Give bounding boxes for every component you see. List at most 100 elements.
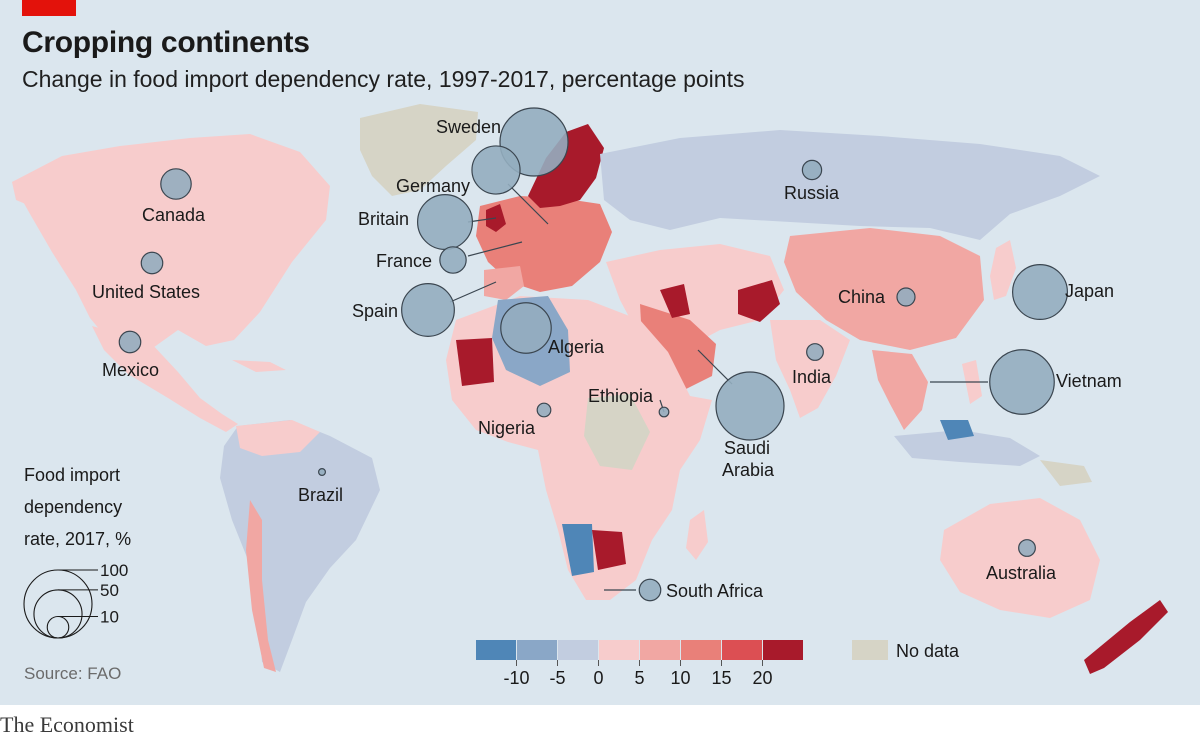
world-map: Canada United States Mexico Brazil Swede… bbox=[12, 104, 1168, 688]
bubble-vietnam bbox=[989, 349, 1055, 415]
china bbox=[784, 228, 984, 350]
color-legend-swatch-4 bbox=[640, 640, 680, 660]
label-canada: Canada bbox=[142, 205, 206, 225]
bubble-algeria bbox=[500, 302, 552, 354]
caribbean bbox=[232, 360, 286, 372]
country-labels: Canada United States Mexico Brazil Swede… bbox=[92, 117, 1122, 601]
label-saudi-arabia: Saudi Arabia bbox=[722, 438, 775, 480]
indonesia bbox=[894, 430, 1040, 466]
iraq bbox=[660, 284, 690, 318]
bubble-russia bbox=[801, 159, 823, 181]
color-legend-swatch-7 bbox=[763, 640, 803, 660]
size-legend-circle-10 bbox=[46, 615, 70, 639]
label-china: China bbox=[838, 287, 886, 307]
south-america bbox=[220, 420, 380, 672]
bubble-canada bbox=[160, 168, 192, 200]
afghanistan bbox=[738, 280, 780, 322]
bubble-spain bbox=[401, 283, 455, 337]
botswana bbox=[592, 530, 626, 570]
bubble-mexico bbox=[118, 330, 142, 354]
northern-south-america bbox=[236, 420, 320, 456]
label-japan: Japan bbox=[1065, 281, 1114, 301]
color-legend: -10 -5 0 5 10 15 20 No data bbox=[476, 640, 960, 688]
size-legend-circle-50 bbox=[33, 589, 83, 639]
label-sweden: Sweden bbox=[436, 117, 501, 137]
size-legend-title: Food import dependency rate, 2017, % bbox=[24, 465, 131, 549]
color-legend-swatch-6 bbox=[722, 640, 762, 660]
bubble-australia bbox=[1018, 539, 1036, 557]
color-legend-swatch-0 bbox=[476, 640, 516, 660]
label-brazil: Brazil bbox=[298, 485, 343, 505]
namibia bbox=[562, 524, 594, 576]
color-legend-swatch-3 bbox=[599, 640, 639, 660]
color-legend-tick-20: 20 bbox=[752, 668, 772, 688]
label-france: France bbox=[376, 251, 432, 271]
source-note: Source: FAO bbox=[24, 664, 122, 683]
greenland bbox=[360, 104, 478, 196]
size-legend: Food import dependency rate, 2017, % 100… bbox=[23, 465, 131, 639]
color-legend-tick-15: 15 bbox=[711, 668, 731, 688]
bubble-nigeria bbox=[536, 402, 552, 418]
bubble-brazil bbox=[318, 468, 327, 477]
no-data-swatch bbox=[852, 640, 888, 660]
australia bbox=[940, 498, 1100, 618]
color-legend-tick-5: 5 bbox=[634, 668, 644, 688]
bubble-saudi-arabia bbox=[715, 371, 785, 441]
label-spain: Spain bbox=[352, 301, 398, 321]
bubble-south-africa bbox=[638, 578, 662, 602]
label-britain: Britain bbox=[358, 209, 409, 229]
iberia bbox=[484, 266, 524, 300]
bubble-india bbox=[806, 343, 824, 361]
central-africa bbox=[584, 394, 650, 470]
mauritania bbox=[456, 338, 494, 386]
page-subtitle: Change in food import dependency rate, 1… bbox=[22, 66, 745, 92]
label-south-africa: South Africa bbox=[666, 581, 764, 601]
alaska bbox=[12, 160, 70, 210]
color-legend-tick--10: -10 bbox=[503, 668, 529, 688]
leader-line-france bbox=[467, 241, 523, 257]
color-legend-swatch-1 bbox=[517, 640, 557, 660]
page-title: Cropping continents bbox=[22, 26, 310, 59]
label-ethiopia: Ethiopia bbox=[588, 386, 654, 406]
malaysia-borneo bbox=[940, 420, 974, 440]
bubble-ethiopia bbox=[658, 406, 670, 418]
bubble-china bbox=[896, 287, 916, 307]
size-legend-label-10: 10 bbox=[100, 608, 119, 627]
bubble-layer bbox=[118, 107, 1069, 602]
chile bbox=[246, 500, 276, 672]
landmasses bbox=[12, 104, 1168, 674]
north-america bbox=[12, 134, 330, 350]
label-germany: Germany bbox=[396, 176, 470, 196]
map-canvas: Canada United States Mexico Brazil Swede… bbox=[0, 0, 1200, 705]
india bbox=[770, 320, 850, 418]
brand-red-bar bbox=[22, 0, 76, 16]
size-legend-label-50: 50 bbox=[100, 581, 119, 600]
madagascar bbox=[686, 510, 708, 560]
color-legend-tick-0: 0 bbox=[593, 668, 603, 688]
leader-line-spain bbox=[449, 281, 497, 303]
japan bbox=[990, 240, 1016, 300]
label-vietnam: Vietnam bbox=[1056, 371, 1122, 391]
new-zealand bbox=[1084, 600, 1168, 674]
size-legend-circle-100 bbox=[23, 569, 93, 639]
brand-wordmark: The Economist bbox=[0, 712, 134, 737]
color-legend-tick--5: -5 bbox=[549, 668, 565, 688]
bubble-united-states bbox=[140, 251, 164, 275]
bubble-japan bbox=[1011, 263, 1069, 321]
label-india: India bbox=[792, 367, 832, 387]
label-mexico: Mexico bbox=[102, 360, 159, 380]
leader-line-saudi-arabia bbox=[697, 349, 733, 385]
color-legend-tick-10: 10 bbox=[670, 668, 690, 688]
leader-line-germany bbox=[507, 183, 549, 225]
color-legend-swatch-2 bbox=[558, 640, 598, 660]
bubble-germany bbox=[471, 145, 521, 195]
size-legend-label-100: 100 bbox=[100, 561, 128, 580]
southeast-asia bbox=[872, 350, 928, 430]
label-algeria: Algeria bbox=[548, 337, 605, 357]
new-guinea bbox=[1040, 460, 1092, 486]
bubble-britain bbox=[416, 193, 474, 251]
label-russia: Russia bbox=[784, 183, 840, 203]
no-data-label: No data bbox=[896, 641, 960, 661]
bubble-france bbox=[439, 246, 467, 274]
